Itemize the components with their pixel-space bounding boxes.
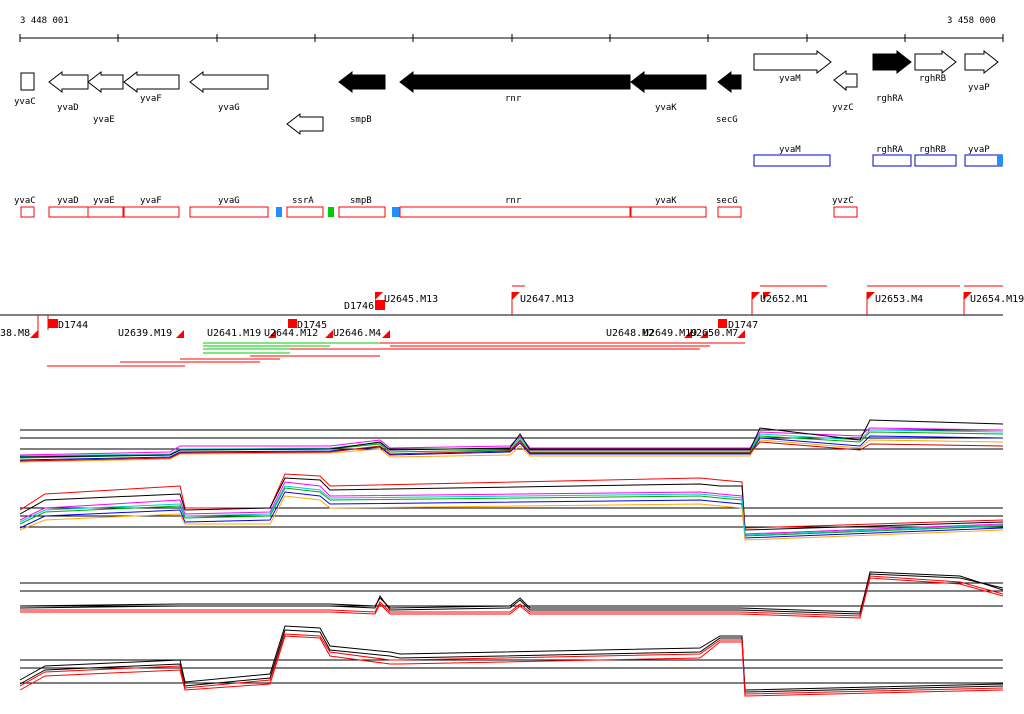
svg-text:yvaP: yvaP: [968, 83, 990, 93]
svg-text:38.M8: 38.M8: [0, 328, 30, 339]
expression-panel-1: [19, 419, 1004, 463]
svg-text:U2647.M13: U2647.M13: [520, 294, 574, 305]
svg-text:yvaP: yvaP: [968, 145, 990, 155]
gene-yvaC[interactable]: [20, 72, 35, 91]
svg-text:D1745: D1745: [297, 320, 327, 331]
gene-yvaM[interactable]: [753, 49, 832, 75]
svg-text:D1744: D1744: [58, 320, 88, 331]
ruler-start: 3 448 001: [20, 16, 69, 26]
red-box-yvzC[interactable]: [833, 206, 858, 218]
coordinate-ruler: 3 448 001 3 458 000: [19, 16, 1004, 42]
svg-text:U2649.M19: U2649.M19: [643, 328, 697, 339]
blue-box-rghRA[interactable]: [872, 154, 912, 167]
gene-yvaK[interactable]: [630, 70, 707, 94]
svg-text:secG: secG: [716, 115, 738, 125]
gene-arrows-track: [20, 49, 999, 136]
svg-text:U2652.M1: U2652.M1: [760, 294, 808, 305]
svg-text:U2650.M7: U2650.M7: [690, 328, 738, 339]
svg-text:smpB: smpB: [350, 196, 372, 206]
expression-panel-3: [19, 571, 1004, 619]
red-gene-track: yvaC yvaD yvaE yvaF yvaG ssrA smpB rnr y…: [14, 196, 858, 218]
segmentation-track: U2645.M13 U2647.M13 U2652.M1 U2653.M4 U2…: [0, 285, 1024, 367]
blue-box-yvaP[interactable]: [964, 154, 1003, 167]
svg-text:rghRB: rghRB: [919, 74, 946, 84]
red-box-smpB[interactable]: [338, 206, 386, 218]
ruler-end: 3 458 000: [947, 16, 996, 26]
svg-text:yvaK: yvaK: [655, 196, 677, 206]
red-box-yvaC[interactable]: [20, 206, 35, 218]
svg-text:smpB: smpB: [350, 115, 372, 125]
svg-text:U2654.M19: U2654.M19: [970, 294, 1024, 305]
svg-text:yvaC: yvaC: [14, 196, 36, 206]
svg-text:D1747: D1747: [728, 320, 758, 331]
gene-labels-top: yvaC yvaD yvaE yvaF yvaG smpB rnr yvaK s…: [14, 74, 990, 125]
svg-text:yvaK: yvaK: [655, 103, 677, 113]
gene-rghRA[interactable]: [872, 49, 912, 75]
svg-text:yvaC: yvaC: [14, 97, 36, 107]
expression-panel-4: [19, 625, 1004, 697]
gene-yvaP[interactable]: [964, 49, 999, 75]
gene-yvaE[interactable]: [87, 70, 124, 94]
red-box-ssrA[interactable]: [286, 206, 324, 218]
svg-text:yvaM: yvaM: [779, 145, 801, 155]
svg-text:D1746: D1746: [344, 301, 374, 312]
svg-text:U2639.M19: U2639.M19: [118, 328, 172, 339]
svg-text:yvaE: yvaE: [93, 196, 115, 206]
svg-text:yvaD: yvaD: [57, 103, 79, 113]
red-box-yvaD[interactable]: [48, 206, 89, 218]
svg-text:yvzC: yvzC: [832, 196, 854, 206]
gene-yvaD[interactable]: [48, 70, 89, 94]
gene-yvaF[interactable]: [123, 70, 180, 94]
svg-text:U2646.M4: U2646.M4: [333, 328, 381, 339]
svg-text:yvaE: yvaE: [93, 115, 115, 125]
gene-smpB[interactable]: [338, 70, 386, 94]
expression-panel-2: [19, 473, 1004, 541]
gene-secG[interactable]: [717, 70, 742, 94]
svg-text:yvaG: yvaG: [218, 196, 240, 206]
red-box-rnr[interactable]: [399, 206, 631, 218]
svg-text:rghRA: rghRA: [876, 94, 904, 104]
red-box-yvaF[interactable]: [123, 206, 180, 218]
blue-gene-track: yvaM rghRA rghRB yvaP: [753, 145, 1003, 167]
svg-text:U2641.M19: U2641.M19: [207, 328, 261, 339]
gene-yvzC[interactable]: [833, 70, 858, 92]
svg-text:yvaM: yvaM: [779, 74, 801, 84]
blue-box-rghRB[interactable]: [914, 154, 957, 167]
gene-yvaG[interactable]: [189, 70, 269, 94]
svg-text:rghRB: rghRB: [919, 145, 946, 155]
svg-text:yvzC: yvzC: [832, 103, 854, 113]
gene-rnr[interactable]: [399, 70, 631, 94]
gene-rghRB[interactable]: [914, 49, 957, 75]
svg-text:U2648.M2: U2648.M2: [606, 328, 654, 339]
svg-text:U2644.M12: U2644.M12: [264, 328, 318, 339]
svg-text:yvaF: yvaF: [140, 196, 162, 206]
red-box-yvaG[interactable]: [189, 206, 269, 218]
svg-text:rghRA: rghRA: [876, 145, 904, 155]
svg-text:rnr: rnr: [505, 196, 522, 206]
svg-text:ssrA: ssrA: [292, 196, 314, 206]
red-box-yvaE[interactable]: [87, 206, 124, 218]
red-box-secG[interactable]: [717, 206, 742, 218]
red-box-yvaK[interactable]: [630, 206, 707, 218]
gene-ssrA[interactable]: [286, 112, 324, 136]
svg-text:secG: secG: [716, 196, 738, 206]
svg-text:yvaD: yvaD: [57, 196, 79, 206]
svg-text:yvaF: yvaF: [140, 94, 162, 104]
svg-text:rnr: rnr: [505, 94, 522, 104]
svg-text:U2653.M4: U2653.M4: [875, 294, 923, 305]
svg-text:yvaG: yvaG: [218, 103, 240, 113]
blue-box-yvaM[interactable]: [753, 154, 831, 167]
svg-text:U2645.M13: U2645.M13: [384, 294, 438, 305]
